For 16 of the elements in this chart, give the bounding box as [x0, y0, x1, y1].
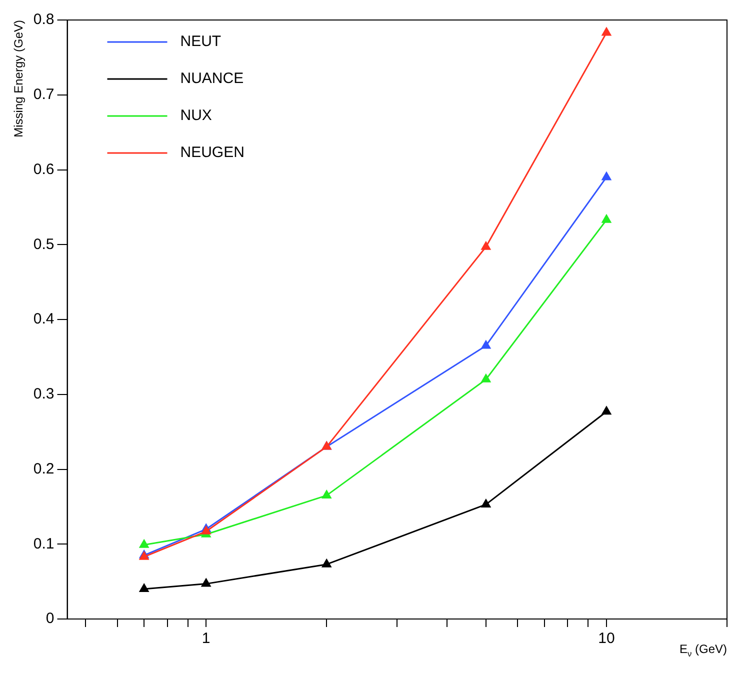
y-tick-label: 0: [46, 610, 54, 628]
y-tick-label: 0.4: [33, 310, 54, 328]
x-tick-label: 1: [202, 630, 210, 648]
y-tick-label: 0.8: [33, 11, 54, 28]
y-tick-label: 0.6: [33, 160, 54, 178]
y-tick-label: 0.2: [33, 460, 54, 478]
legend-label: NUANCE: [180, 70, 244, 88]
y-tick-label: 0.5: [33, 236, 54, 253]
y-tick-label: 0.1: [33, 535, 54, 552]
x-tick-label: 10: [598, 630, 615, 648]
y-tick-label: 0.3: [33, 386, 54, 403]
legend-label: NEUT: [180, 33, 222, 50]
y-axis-title: Missing Energy (GeV): [12, 20, 26, 138]
legend-label: NUX: [180, 107, 212, 124]
legend-label: NEUGEN: [180, 144, 244, 162]
y-tick-label: 0.7: [33, 86, 54, 104]
